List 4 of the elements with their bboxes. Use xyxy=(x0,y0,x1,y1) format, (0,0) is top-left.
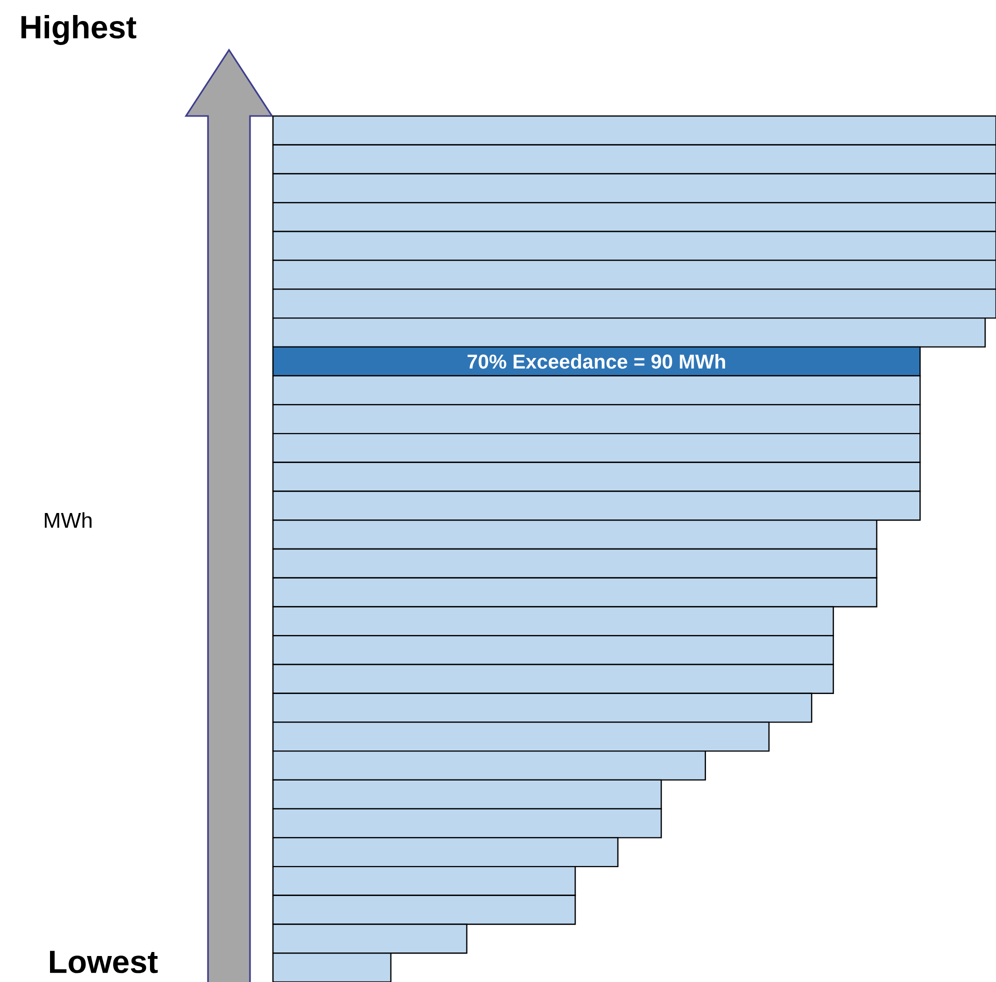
text: MWh xyxy=(44,512,92,528)
annotation: 70% Exceedance = 90 MWh xyxy=(468,354,726,369)
text: Highest xyxy=(21,15,136,45)
text: Lowest xyxy=(50,950,158,974)
